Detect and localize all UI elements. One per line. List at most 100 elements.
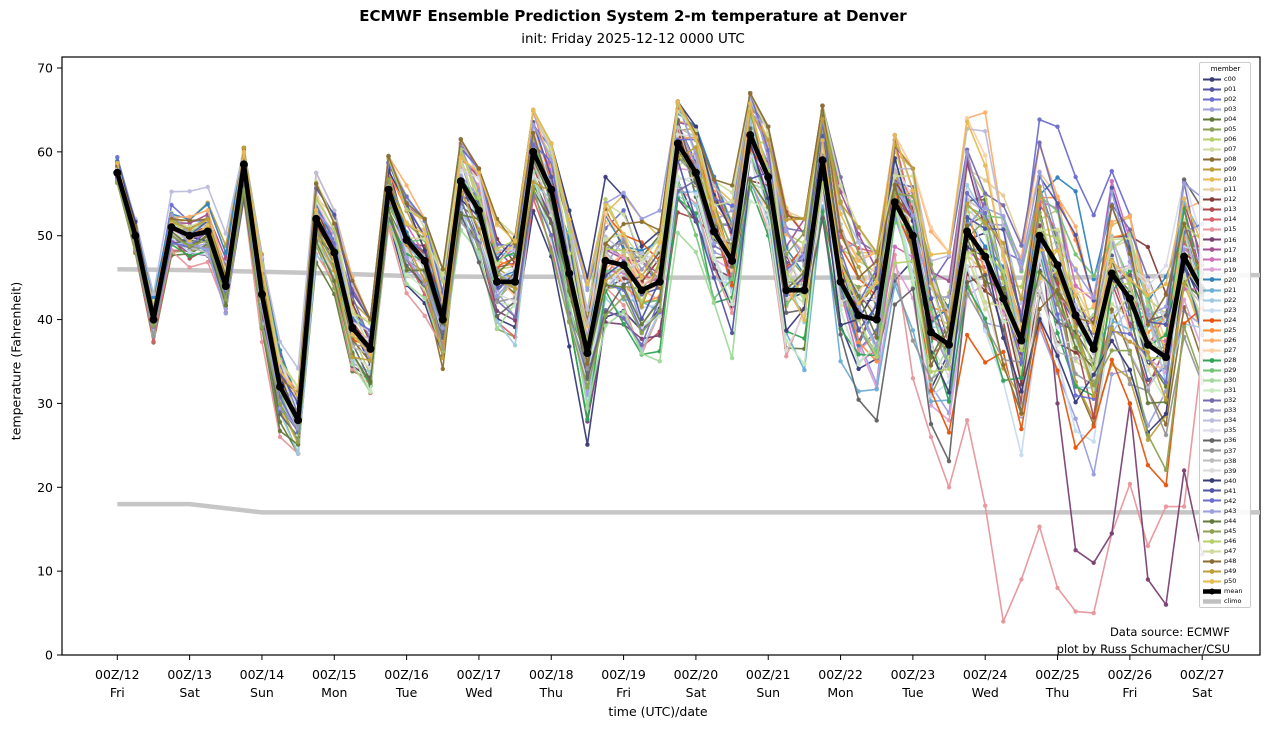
- member-marker: [549, 174, 554, 180]
- legend-label: p17: [1224, 245, 1237, 254]
- member-marker: [1019, 389, 1024, 394]
- member-marker: [1001, 227, 1006, 232]
- member-marker: [476, 260, 482, 265]
- member-marker: [1109, 219, 1115, 225]
- legend-swatch: [1203, 227, 1221, 233]
- member-marker: [1145, 244, 1151, 250]
- mean-marker: [710, 227, 718, 236]
- member-marker: [585, 406, 590, 411]
- member-marker: [567, 251, 572, 256]
- legend-label: p07: [1224, 145, 1237, 154]
- legend-swatch: [1203, 177, 1221, 182]
- legend-label: p24: [1224, 315, 1237, 324]
- member-marker: [729, 310, 735, 316]
- member-marker: [512, 239, 518, 244]
- member-marker: [585, 442, 590, 447]
- member-marker: [332, 278, 337, 284]
- member-marker: [802, 294, 807, 299]
- member-marker: [1037, 524, 1042, 529]
- legend-swatch: [1203, 599, 1221, 604]
- member-marker: [928, 252, 934, 257]
- x-tick-label-day: Fri: [110, 685, 125, 700]
- member-marker: [585, 366, 590, 372]
- member-marker: [241, 145, 247, 150]
- member-marker: [964, 223, 970, 228]
- x-axis-label: time (UTC)/date: [608, 704, 708, 719]
- member-marker: [1019, 411, 1024, 416]
- legend-title: member: [1210, 65, 1241, 73]
- legend-entry-p16: p16: [1202, 235, 1249, 245]
- legend-swatch: [1203, 267, 1221, 273]
- member-marker: [820, 103, 825, 108]
- legend-swatch: [1203, 498, 1221, 504]
- legend-entry-p10: p10: [1202, 174, 1249, 184]
- legend-label: p42: [1224, 496, 1237, 505]
- member-marker: [892, 302, 897, 307]
- legend-entry-c00: c00: [1202, 74, 1249, 84]
- legend-label: p08: [1224, 155, 1237, 164]
- member-marker: [1019, 360, 1024, 365]
- member-marker: [711, 206, 717, 211]
- member-marker: [621, 212, 626, 217]
- member-marker: [1001, 240, 1006, 246]
- legend-entry-p08: p08: [1202, 154, 1249, 164]
- member-marker: [1181, 221, 1187, 226]
- member-marker: [964, 190, 970, 196]
- member-marker: [1109, 326, 1115, 332]
- member-marker: [693, 135, 699, 140]
- legend-swatch: [1203, 478, 1221, 484]
- x-tick-label-time: 00Z/15: [312, 667, 357, 682]
- legend-entry-p18: p18: [1202, 255, 1249, 265]
- member-marker: [332, 212, 337, 217]
- member-marker: [567, 230, 572, 235]
- member-marker: [1109, 204, 1115, 209]
- member-marker: [1091, 304, 1096, 309]
- member-marker: [187, 227, 192, 232]
- member-marker: [802, 367, 807, 373]
- legend-swatch: [1203, 327, 1221, 333]
- member-marker: [1163, 432, 1169, 438]
- member-marker: [802, 216, 807, 222]
- legend-entry-p07: p07: [1202, 144, 1249, 154]
- member-marker: [1145, 432, 1151, 438]
- member-marker: [711, 266, 717, 271]
- member-marker: [1109, 313, 1115, 319]
- legend-swatch: [1203, 257, 1221, 263]
- member-marker: [639, 336, 644, 341]
- legend-entry-p23: p23: [1202, 305, 1249, 315]
- legend-entry-p21: p21: [1202, 285, 1249, 295]
- legend-entry-p24: p24: [1202, 315, 1249, 325]
- member-marker: [1073, 174, 1078, 180]
- member-marker: [1163, 504, 1169, 509]
- member-marker: [404, 194, 409, 199]
- legend-label: p44: [1224, 516, 1237, 525]
- member-marker: [404, 291, 409, 296]
- member-marker: [259, 339, 265, 345]
- legend-swatch: [1203, 408, 1221, 413]
- member-marker: [1163, 281, 1169, 287]
- member-marker: [1163, 397, 1169, 402]
- member-marker: [205, 259, 210, 265]
- member-marker: [404, 183, 409, 188]
- member-marker: [1055, 353, 1060, 358]
- legend-entry-mean: mean: [1202, 586, 1249, 596]
- legend-label: p04: [1224, 114, 1237, 123]
- member-marker: [422, 248, 427, 253]
- member-marker: [314, 207, 319, 213]
- x-tick-label-time: 00Z/18: [529, 667, 574, 682]
- member-marker: [711, 256, 717, 261]
- mean-marker: [131, 231, 140, 240]
- member-marker: [1055, 342, 1060, 348]
- member-marker: [657, 308, 662, 313]
- member-marker: [838, 322, 843, 328]
- member-marker: [440, 325, 445, 331]
- member-marker: [621, 294, 626, 299]
- legend-entry-p48: p48: [1202, 556, 1249, 566]
- member-marker: [1163, 380, 1169, 385]
- legend-swatch: [1203, 237, 1221, 243]
- mean-marker: [203, 227, 212, 236]
- member-marker: [766, 224, 771, 230]
- mean-marker: [1107, 269, 1116, 278]
- member-marker: [1127, 331, 1133, 337]
- member-marker: [928, 403, 934, 408]
